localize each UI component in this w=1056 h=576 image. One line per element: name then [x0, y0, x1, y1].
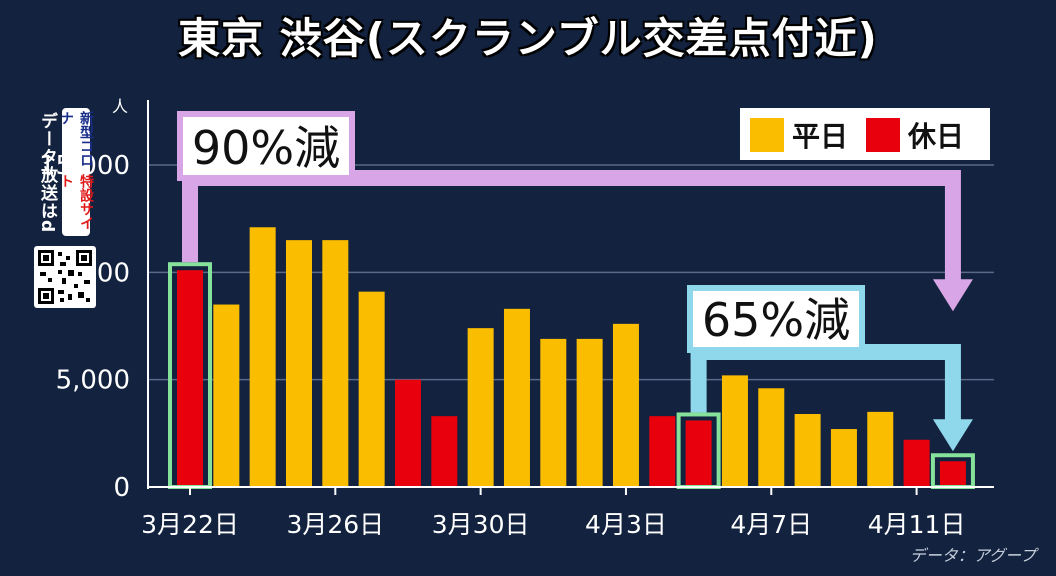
- arrow-90-arrowhead: [932, 279, 973, 312]
- promo-badge-line2: 特設サイト: [58, 173, 94, 230]
- x-tick-label: 3月26日: [286, 510, 384, 539]
- bar: [649, 416, 676, 487]
- promo-badge: 新型コロナ特設サイト: [58, 108, 94, 236]
- bar: [177, 270, 203, 487]
- bar: [540, 338, 567, 487]
- x-tick-label: 3月22日: [141, 510, 239, 539]
- arrow-90-shaft: [182, 170, 953, 186]
- data-source: データ：アグープ: [909, 546, 1036, 565]
- bar: [903, 439, 930, 487]
- y-tick-label: 0: [113, 473, 130, 503]
- arrow-90-label: 90%減: [192, 121, 340, 175]
- bar: [467, 328, 494, 487]
- chart-title: 東京 渋谷(スクランブル交差点付近): [178, 14, 878, 63]
- legend-swatch-weekday: [750, 118, 784, 152]
- bar: [939, 461, 966, 487]
- legend-label-holiday: 休日: [907, 120, 964, 153]
- x-tick-label: 3月30日: [432, 510, 530, 539]
- bar: [285, 240, 312, 487]
- bar: [794, 414, 821, 487]
- bar: [358, 291, 385, 487]
- bar: [612, 323, 639, 487]
- arrow-65-stem: [690, 344, 707, 413]
- bar: [721, 375, 748, 487]
- legend-label-weekday: 平日: [792, 120, 848, 153]
- bar: [758, 388, 785, 487]
- arrow-65-label: 65%減: [702, 293, 850, 347]
- bar: [431, 416, 458, 487]
- y-axis-unit: 人: [112, 97, 128, 116]
- legend-swatch-holiday: [866, 118, 900, 152]
- promo-text: データ放送はd: [37, 112, 57, 234]
- promo-badge-line1: 新型コロナ: [58, 111, 94, 167]
- bar: [394, 379, 421, 487]
- arrow-65-drop: [944, 344, 961, 422]
- qr-code-icon: [34, 246, 96, 308]
- x-tick-label: 4月7日: [730, 510, 812, 539]
- x-tick-label: 4月3日: [585, 510, 667, 539]
- bar: [830, 429, 857, 487]
- bar: [576, 338, 603, 487]
- bar: [249, 227, 276, 487]
- arrow-65-label-box: [687, 285, 865, 353]
- bar: [322, 240, 349, 487]
- promo-panel: データ放送はd 新型コロナ特設サイト: [34, 108, 98, 308]
- arrow-90-drop: [944, 170, 961, 282]
- bar: [867, 411, 894, 487]
- bar: [503, 308, 530, 487]
- x-tick-label: 4月11日: [868, 510, 966, 539]
- arrow-90-label-box: [177, 111, 355, 181]
- y-tick-label: 5,000: [56, 366, 130, 396]
- bar: [213, 304, 240, 487]
- bar: [685, 420, 712, 487]
- arrow-65-arrowhead: [932, 419, 973, 452]
